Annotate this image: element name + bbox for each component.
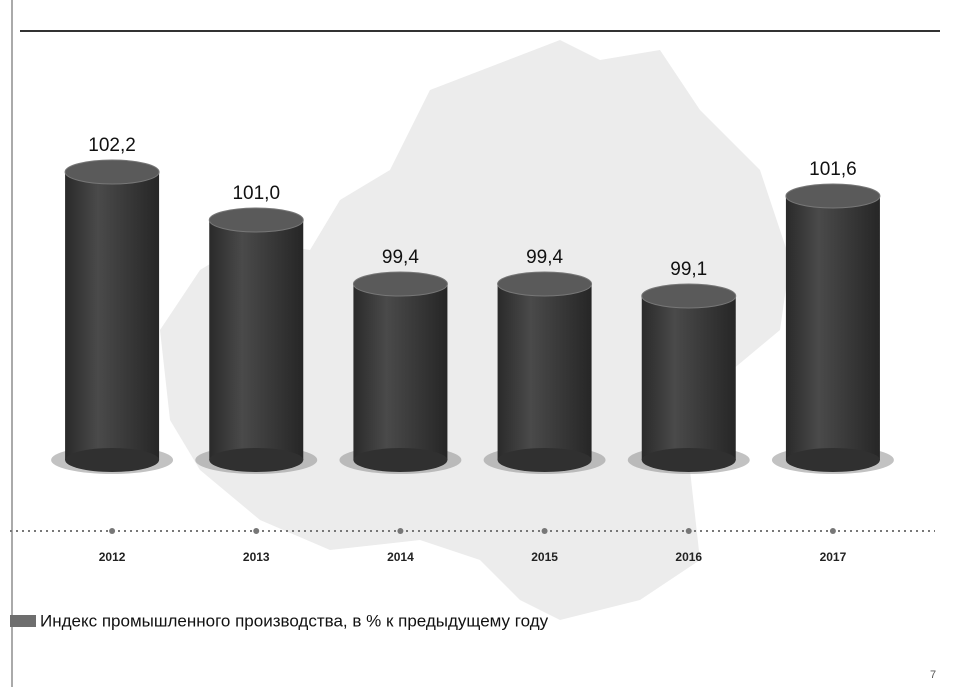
x-tick-label: 2013	[243, 550, 270, 564]
axis-dot	[253, 528, 260, 534]
map-background	[160, 40, 790, 620]
bar-top	[64, 159, 160, 185]
bar	[785, 196, 880, 460]
bar-top	[352, 271, 448, 297]
x-tick-label: 2016	[675, 550, 702, 564]
x-tick-label: 2014	[387, 550, 414, 564]
bar-top	[785, 183, 881, 209]
axis-dot	[685, 528, 692, 534]
bar	[209, 220, 304, 460]
value-label: 102,2	[88, 135, 136, 156]
legend-swatch	[10, 615, 36, 627]
bar-base	[497, 448, 592, 472]
bar-base	[209, 448, 304, 472]
bar-top	[497, 271, 593, 297]
bar-top	[208, 207, 304, 233]
bar	[353, 284, 448, 460]
bar-base	[65, 448, 160, 472]
value-label: 99,4	[526, 247, 563, 268]
axis-dot	[109, 528, 116, 534]
bar-base	[785, 448, 880, 472]
axis-dot	[829, 528, 836, 534]
bar	[65, 172, 160, 460]
value-label: 101,0	[232, 183, 280, 204]
axis-dot	[397, 528, 404, 534]
x-tick-label: 2017	[820, 550, 847, 564]
bar	[497, 284, 592, 460]
bar-base	[353, 448, 448, 472]
page-number: 7	[930, 669, 936, 681]
x-tick-label: 2012	[99, 550, 126, 564]
bar	[641, 296, 736, 460]
axis-dot	[541, 528, 548, 534]
bar-base	[641, 448, 736, 472]
value-label: 101,6	[809, 159, 857, 180]
bar-top	[641, 283, 737, 309]
value-label: 99,1	[670, 259, 707, 280]
legend-label: Индекс промышленного производства, в % к…	[40, 611, 549, 630]
value-label: 99,4	[382, 247, 419, 268]
x-tick-label: 2015	[531, 550, 558, 564]
